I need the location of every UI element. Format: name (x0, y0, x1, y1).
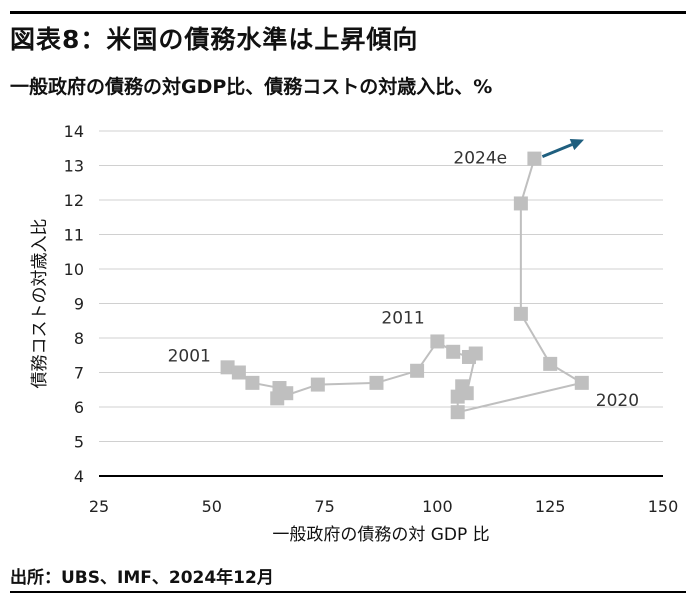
bottom-rule (10, 591, 686, 593)
data-point (270, 391, 285, 406)
x-tick-label: 25 (89, 497, 109, 516)
chart-subtitle: 一般政府の債務の対GDP比、債務コストの対歳入比、% (10, 76, 493, 98)
y-tick-label: 10 (64, 260, 84, 279)
data-point (245, 375, 260, 390)
y-tick-label: 12 (64, 191, 84, 210)
y-tick-label: 4 (74, 467, 84, 486)
x-tick-label: 75 (314, 497, 334, 516)
y-tick-labels: 4 5 6 7 8 9 10 11 12 13 14 (64, 122, 84, 486)
data-point (410, 363, 425, 378)
y-tick-label: 9 (74, 295, 84, 314)
x-axis-label: 一般政府の債務の対 GDP 比 (272, 525, 489, 545)
y-tick-label: 13 (64, 157, 84, 176)
annotation-label: 2011 (381, 308, 424, 328)
y-tick-label: 5 (74, 433, 84, 452)
annotation-label: 2020 (596, 391, 639, 411)
source-note: 出所：UBS、IMF、2024年12月 (10, 568, 274, 588)
x-tick-label: 150 (648, 497, 679, 516)
data-point (369, 375, 384, 390)
y-tick-label: 7 (74, 364, 84, 383)
x-tick-label: 100 (422, 497, 453, 516)
data-point (574, 375, 589, 390)
y-tick-label: 8 (74, 329, 84, 348)
y-tick-label: 11 (64, 226, 84, 245)
data-points (220, 151, 589, 420)
data-point (220, 360, 235, 375)
y-axis-label: 債務コストの対歳入比 (30, 219, 50, 389)
data-point (450, 405, 465, 420)
data-point (513, 306, 528, 321)
trend-arrow (541, 143, 573, 158)
x-tick-label: 125 (535, 497, 566, 516)
scatter-chart: 4 5 6 7 8 9 10 11 12 13 14 25 50 75 100 125 150 2001 201… (30, 122, 678, 545)
x-tick-labels: 25 50 75 100 125 150 (89, 497, 678, 516)
data-point (468, 346, 483, 361)
data-point (430, 334, 445, 349)
data-point (513, 196, 528, 211)
chart-title: 図表8：米国の債務水準は上昇傾向 (10, 25, 419, 54)
data-point (231, 365, 246, 380)
gridlines (99, 130, 663, 442)
data-point (310, 377, 325, 392)
data-point (527, 151, 542, 166)
series-line (227, 158, 585, 414)
trend-arrow-head (569, 138, 585, 151)
annotation-label: 2024e (453, 149, 507, 169)
data-point (450, 389, 465, 404)
data-point (446, 344, 461, 359)
top-rule (10, 11, 686, 14)
annotations: 2001 2011 2020 2024e (168, 149, 639, 411)
y-tick-label: 14 (64, 122, 84, 141)
x-tick-label: 50 (202, 497, 222, 516)
annotation-label: 2001 (168, 346, 211, 366)
data-point (543, 356, 558, 371)
y-tick-label: 6 (74, 398, 84, 417)
